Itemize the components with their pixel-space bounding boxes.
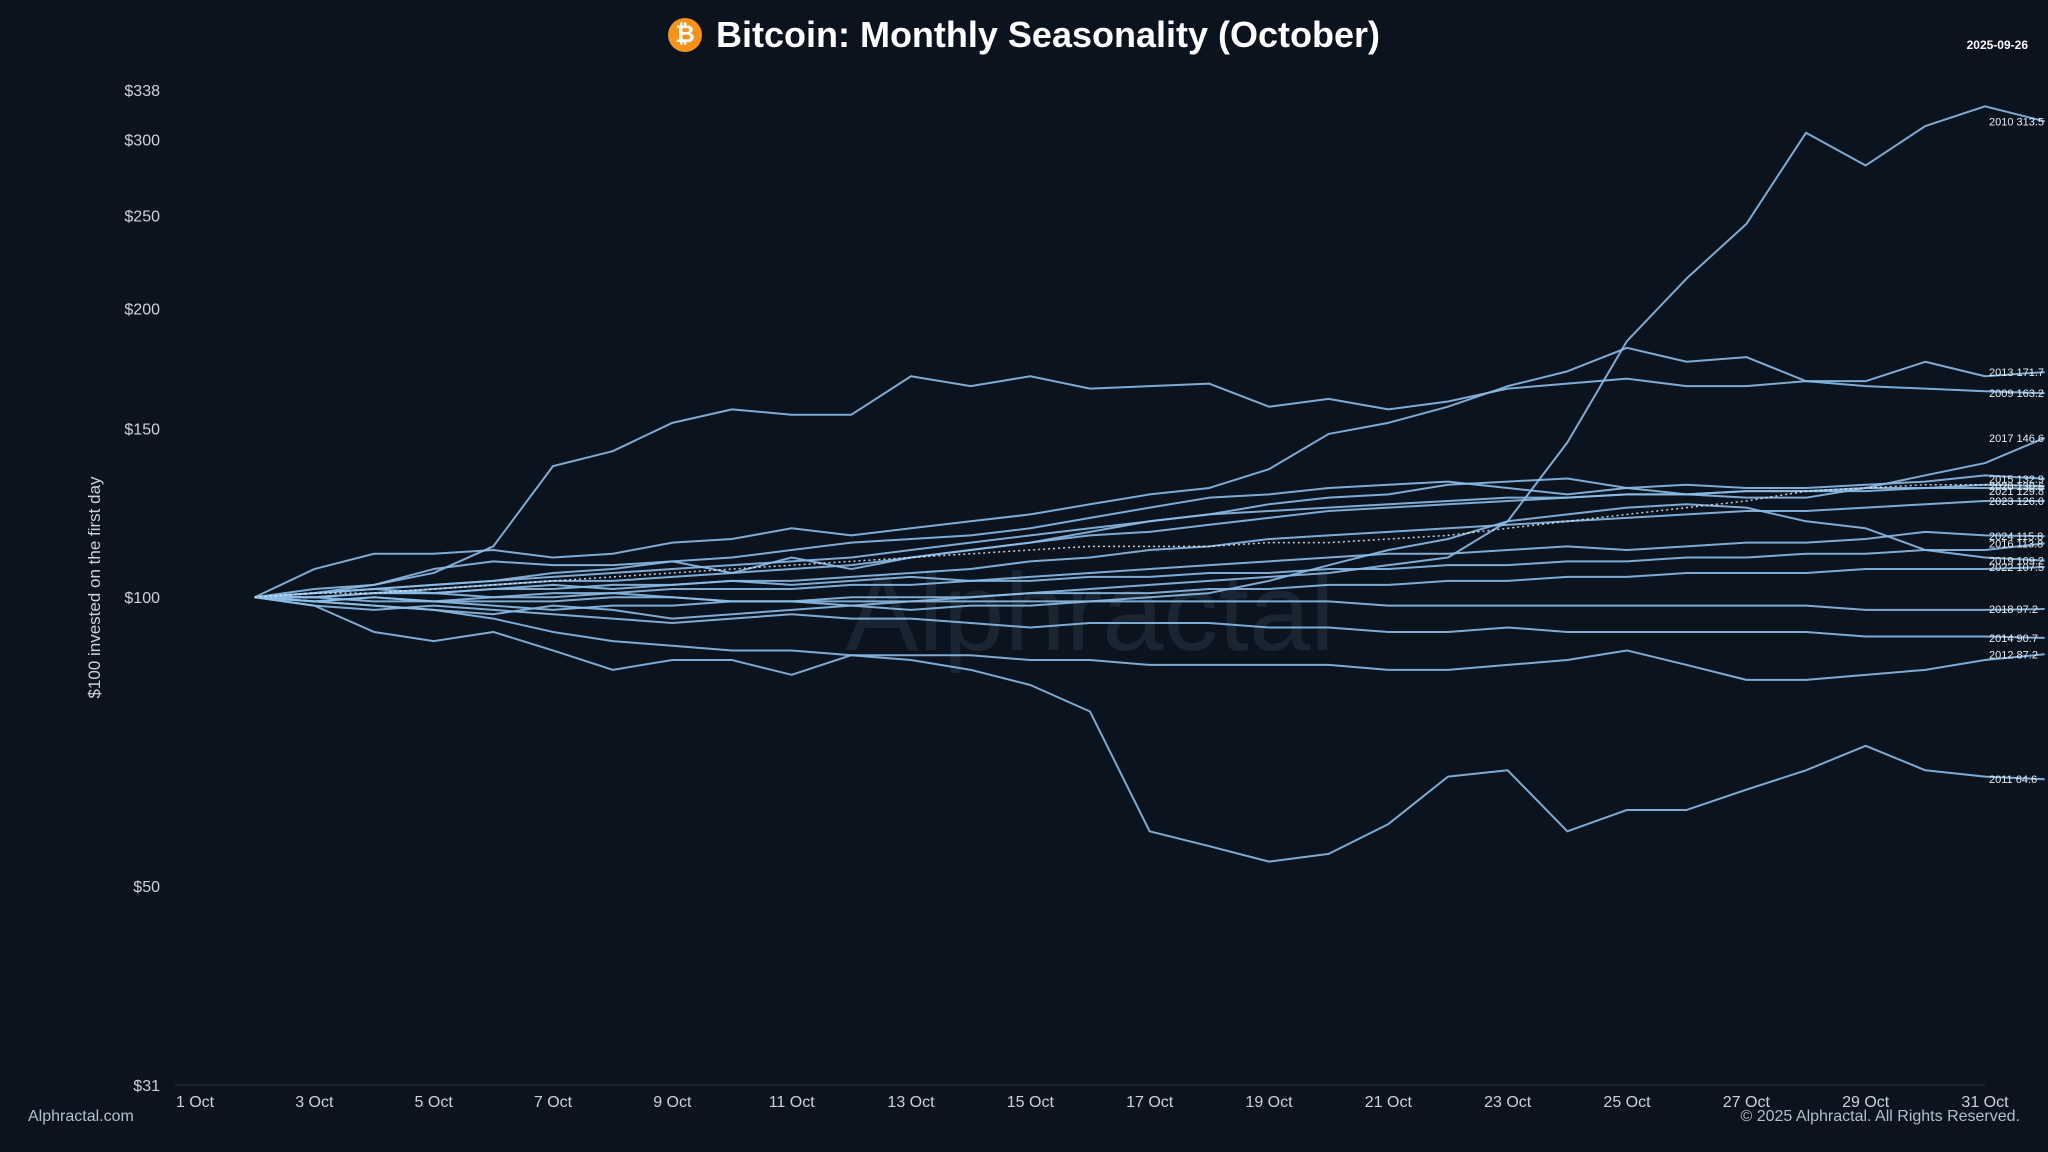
series-line-2024 [254, 530, 2045, 599]
y-tick-label: $250 [124, 209, 160, 226]
chart-date: 2025-09-26 [1966, 38, 2028, 52]
series-line-2022 [254, 566, 2045, 603]
x-tick-label: 11 Oct [769, 1094, 816, 1111]
series-line-2014 [254, 596, 2045, 639]
series-end-label-2016: 2016 113.8 [1989, 538, 2043, 550]
y-tick-label: $31 [133, 1078, 160, 1095]
x-tick-label: 15 Oct [1007, 1094, 1055, 1111]
chart-title: ₿ Bitcoin: Monthly Seasonality (October) [667, 14, 1381, 56]
x-tick-label: 17 Oct [1126, 1094, 1174, 1111]
y-tick-label: $300 [124, 133, 160, 150]
series-line-2013 [254, 346, 2045, 599]
x-tick-label: 21 Oct [1365, 1094, 1413, 1111]
series-line-2021 [254, 486, 2045, 599]
series-end-label-2013: 2013 171.7 [1989, 367, 2044, 379]
x-tick-label: 25 Oct [1603, 1094, 1651, 1111]
series-end-label-2014: 2014 90.7 [1989, 633, 2038, 645]
x-tick-label: 1 Oct [176, 1094, 215, 1111]
y-tick-label: $100 [124, 590, 160, 607]
footer-copyright: © 2025 Alphractal. All Rights Reserved. [1740, 1108, 2021, 1125]
series-end-label-2009: 2009 163.2 [1989, 388, 2044, 400]
bitcoin-icon: ₿ [667, 18, 702, 52]
y-tick-label: $50 [133, 879, 160, 896]
series-end-label-2015: 2015 132.9 [1989, 474, 2044, 486]
series-line-average [254, 484, 2045, 598]
y-tick-label: $338 [124, 83, 160, 100]
x-tick-label: 29 Oct [1842, 1094, 1890, 1111]
series-line-2015 [254, 474, 2045, 599]
series-line-2019 [254, 503, 2045, 611]
y-tick-label: $150 [124, 421, 160, 438]
x-tick-label: 19 Oct [1245, 1094, 1293, 1111]
x-tick-label: 27 Oct [1723, 1094, 1771, 1111]
series-line-2018 [254, 596, 2045, 611]
x-tick-label: 23 Oct [1484, 1094, 1532, 1111]
series-end-label-2010: 2010 313.5 [1989, 116, 2044, 128]
y-axis-label: $100 invested on the first day [85, 476, 104, 699]
series-line-2009 [254, 375, 2045, 599]
series-line-2010 [254, 105, 2045, 620]
series-end-label-2021: 2021 129.8 [1989, 486, 2044, 498]
series-end-label-2019: 2019 109.2 [1989, 556, 2044, 568]
footer-site: Alphractal.com [28, 1108, 134, 1125]
series-end-label-2023: 2023 126.0 [1989, 496, 2044, 508]
series-line-2011 [254, 596, 2045, 863]
series-line-2012 [254, 596, 2045, 681]
series-end-label-2011: 2011 64.6 [1989, 774, 2037, 786]
series-line-2023 [254, 499, 2045, 599]
series-end-label-2024: 2024 115.8 [1989, 531, 2043, 543]
x-tick-label: 13 Oct [887, 1094, 935, 1111]
series-line-2016 [254, 542, 2045, 599]
title-bar: ₿ Bitcoin: Monthly Seasonality (October) [0, 14, 2048, 56]
x-tick-label: 5 Oct [415, 1094, 454, 1111]
series-end-label-2022: 2022 107.5 [1989, 562, 2044, 574]
chart-title-text: Bitcoin: Monthly Seasonality (October) [715, 14, 1381, 55]
x-tick-label: 7 Oct [534, 1094, 573, 1111]
series-end-label-2017: 2017 146.6 [1989, 433, 2044, 445]
x-tick-label: 3 Oct [295, 1094, 334, 1111]
series-end-label-2020: 2020 130.6 [1989, 481, 2044, 493]
series-end-label-2018: 2018 97.2 [1989, 604, 2038, 616]
series-end-label-2012: 2012 87.2 [1989, 649, 2038, 661]
x-tick-label: 31 Oct [1961, 1094, 2009, 1111]
y-tick-label: $200 [124, 302, 160, 319]
x-tick-label: 9 Oct [653, 1094, 692, 1111]
